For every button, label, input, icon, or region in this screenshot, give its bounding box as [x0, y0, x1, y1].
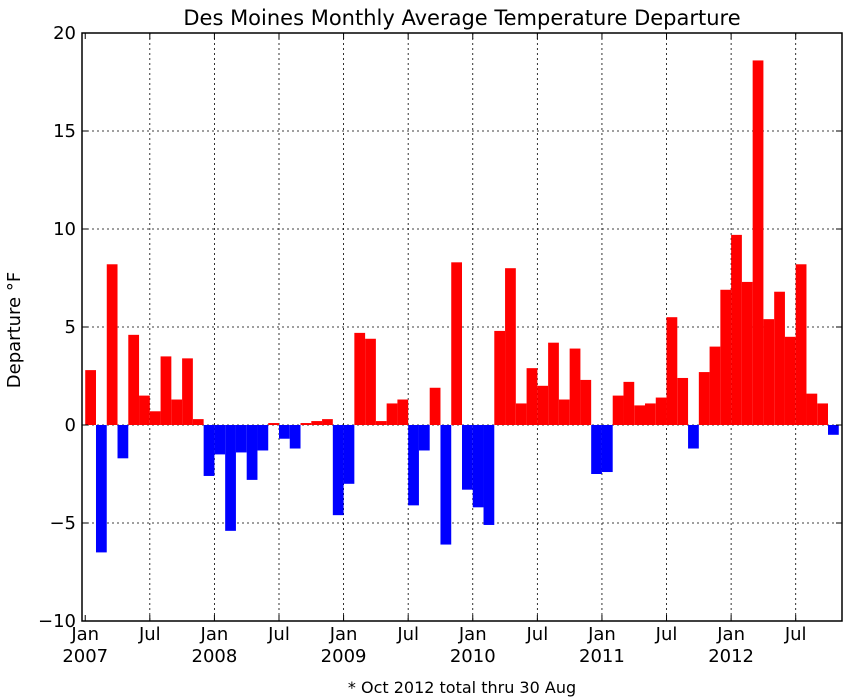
y-tick-label: 15	[53, 121, 76, 142]
x-tick-label: Jul	[784, 624, 807, 645]
x-tick-label: Jan 2010	[450, 624, 496, 667]
bar	[418, 425, 430, 451]
bar	[106, 264, 118, 425]
bar	[139, 395, 150, 425]
x-tick-label: Jul	[525, 624, 548, 645]
bar	[365, 338, 376, 425]
bar	[117, 425, 129, 459]
y-tick-label: −5	[49, 513, 76, 534]
x-tick-label: Jul	[655, 624, 678, 645]
bar	[322, 419, 333, 425]
bar	[354, 332, 366, 425]
bar	[569, 348, 581, 425]
bar	[817, 403, 828, 425]
bar	[677, 377, 689, 425]
bar	[774, 291, 785, 425]
x-tick-label: Jan 2012	[708, 624, 754, 667]
bar	[795, 264, 807, 425]
bar	[591, 425, 602, 474]
bar	[720, 289, 732, 425]
bar	[386, 403, 398, 425]
bar	[214, 425, 226, 455]
bar	[828, 425, 839, 435]
x-tick-label: Jan 2009	[321, 624, 367, 667]
bar	[741, 281, 753, 425]
y-tick-label: −10	[38, 611, 76, 632]
bar	[311, 421, 323, 425]
bar	[462, 425, 473, 490]
bar	[655, 397, 667, 425]
y-tick-label: 0	[65, 415, 76, 436]
x-tick-label: Jul	[267, 624, 290, 645]
bar	[332, 425, 344, 516]
bar	[806, 393, 818, 425]
x-tick-label: Jan 2011	[579, 624, 625, 667]
bar	[246, 425, 258, 480]
bar	[472, 425, 484, 508]
bars	[85, 60, 839, 553]
bar	[203, 425, 215, 476]
bar	[623, 381, 635, 425]
bar	[612, 395, 624, 425]
bar	[225, 425, 236, 531]
bar	[171, 399, 183, 425]
x-tick-label: Jul	[138, 624, 161, 645]
y-tick-labels: −10 −5 0 5 10 15 20	[38, 23, 76, 632]
y-tick-label: 5	[65, 317, 76, 338]
x-tick-label: Jul	[396, 624, 419, 645]
bar	[698, 372, 710, 425]
x-tick-label: Jan 2007	[62, 624, 108, 667]
axis-ticks	[82, 32, 842, 622]
bar	[451, 262, 462, 425]
bar	[149, 411, 161, 425]
bar	[235, 425, 247, 453]
bar	[558, 399, 570, 425]
bar	[731, 234, 742, 425]
bar	[548, 342, 559, 425]
bar	[375, 421, 387, 425]
y-tick-label: 20	[53, 23, 76, 44]
bar	[279, 425, 290, 439]
bar	[688, 425, 699, 449]
x-tick-labels: Jan 2007 Jul Jan 2008 Jul Jan 2009 Jul Jan 2010 Jul…	[62, 624, 806, 667]
bar	[666, 317, 678, 425]
bar	[408, 425, 419, 506]
chart-title: Des Moines Monthly Average Temperature D…	[183, 6, 740, 30]
y-axis-label: Departure °F	[4, 272, 25, 388]
bar	[192, 419, 204, 425]
bar	[537, 385, 549, 425]
bar	[429, 387, 441, 425]
bar	[645, 403, 656, 425]
bar	[128, 334, 140, 425]
bar	[580, 379, 592, 425]
footnote-annotation: * Oct 2012 total thru 30 Aug	[348, 678, 576, 697]
bar	[763, 319, 775, 425]
bar	[634, 405, 645, 425]
bar	[289, 425, 301, 449]
bar	[160, 356, 172, 425]
x-tick-label: Jan 2008	[192, 624, 238, 667]
bar	[709, 346, 721, 425]
bar	[257, 425, 269, 451]
bar	[343, 425, 355, 484]
bar	[95, 425, 107, 553]
bar	[182, 358, 193, 425]
bar	[784, 336, 796, 425]
bar	[505, 268, 516, 425]
y-tick-label: 10	[53, 219, 76, 240]
bar	[601, 425, 613, 473]
bar	[300, 423, 312, 425]
bar	[515, 403, 527, 425]
bar	[268, 423, 279, 425]
bar	[752, 60, 764, 425]
bar	[85, 370, 96, 425]
bar	[397, 399, 409, 425]
bar	[483, 425, 495, 525]
bar	[526, 368, 538, 425]
bar	[440, 425, 452, 545]
bar	[494, 330, 506, 425]
